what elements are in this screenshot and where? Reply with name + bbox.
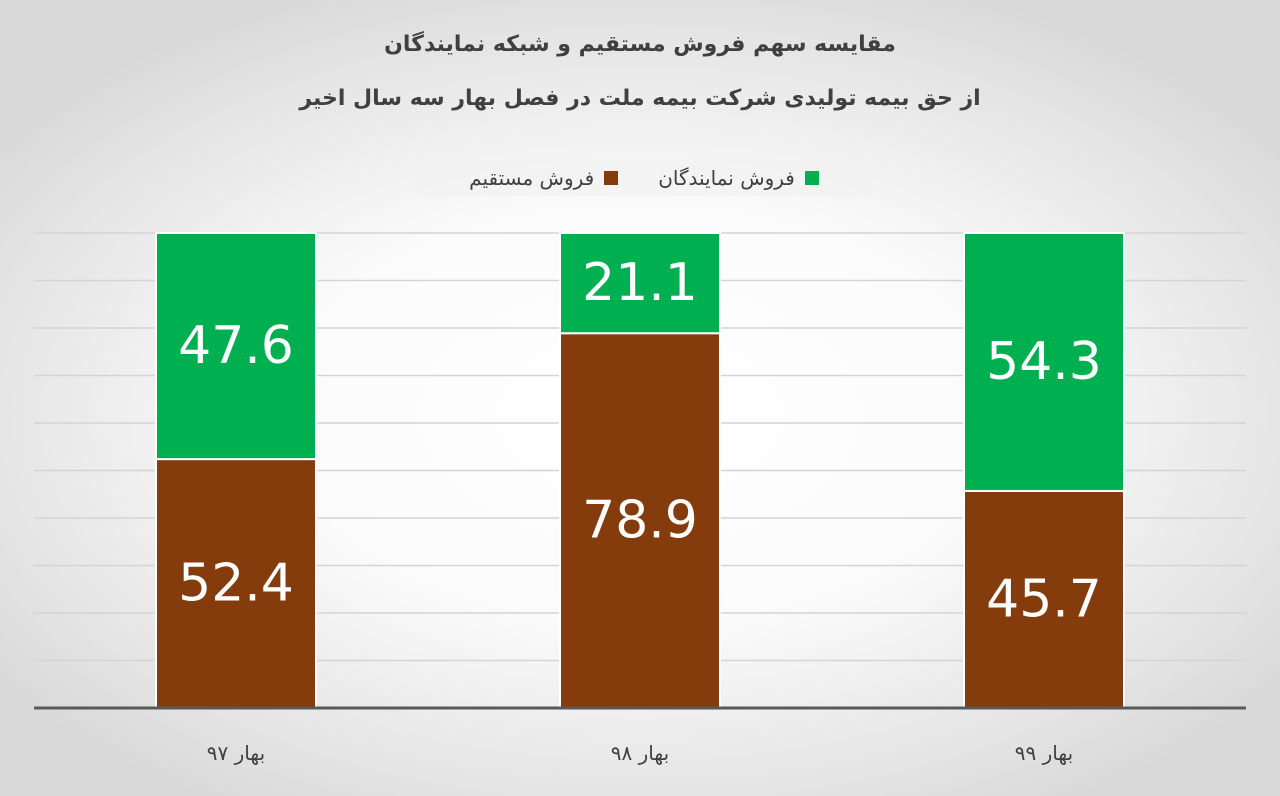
bar-segment-direct — [559, 332, 721, 709]
category-label: بهار ۹۸ — [611, 741, 669, 765]
bar-segment-direct — [155, 458, 317, 709]
chart-subtitle: از حق بیمه تولیدی شرکت بیمه ملت در فصل ب… — [299, 86, 981, 111]
data-label-direct: 78.9 — [582, 491, 698, 551]
data-label-agents: 47.6 — [178, 316, 294, 376]
bar-segment-agents — [559, 232, 721, 335]
bar-segment-direct — [963, 489, 1125, 709]
data-label-direct: 52.4 — [178, 554, 294, 614]
legend-swatch-direct — [604, 171, 619, 185]
legend-label-direct: فروش مستقیم — [469, 166, 595, 190]
bar-segment-agents — [155, 232, 317, 461]
chart-legend: فروش نمایندگان فروش مستقیم — [416, 160, 872, 196]
chart-title: مقایسه سهم فروش مستقیم و شبکه نمایندگان — [384, 32, 896, 57]
legend-item-direct: فروش مستقیم — [469, 166, 619, 190]
data-label-direct: 45.7 — [986, 569, 1102, 629]
data-label-agents: 21.1 — [582, 253, 698, 313]
data-label-agents: 54.3 — [986, 332, 1102, 392]
category-label: بهار ۹۷ — [207, 741, 265, 765]
category-label: بهار ۹۹ — [1015, 741, 1073, 765]
legend-swatch-agents — [804, 171, 819, 185]
legend-item-agents: فروش نمایندگان — [658, 166, 819, 190]
bar-segment-agents — [963, 232, 1125, 492]
legend-label-agents: فروش نمایندگان — [658, 166, 795, 190]
